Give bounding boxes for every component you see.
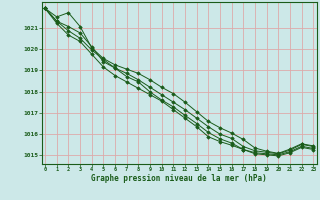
X-axis label: Graphe pression niveau de la mer (hPa): Graphe pression niveau de la mer (hPa) bbox=[91, 174, 267, 183]
